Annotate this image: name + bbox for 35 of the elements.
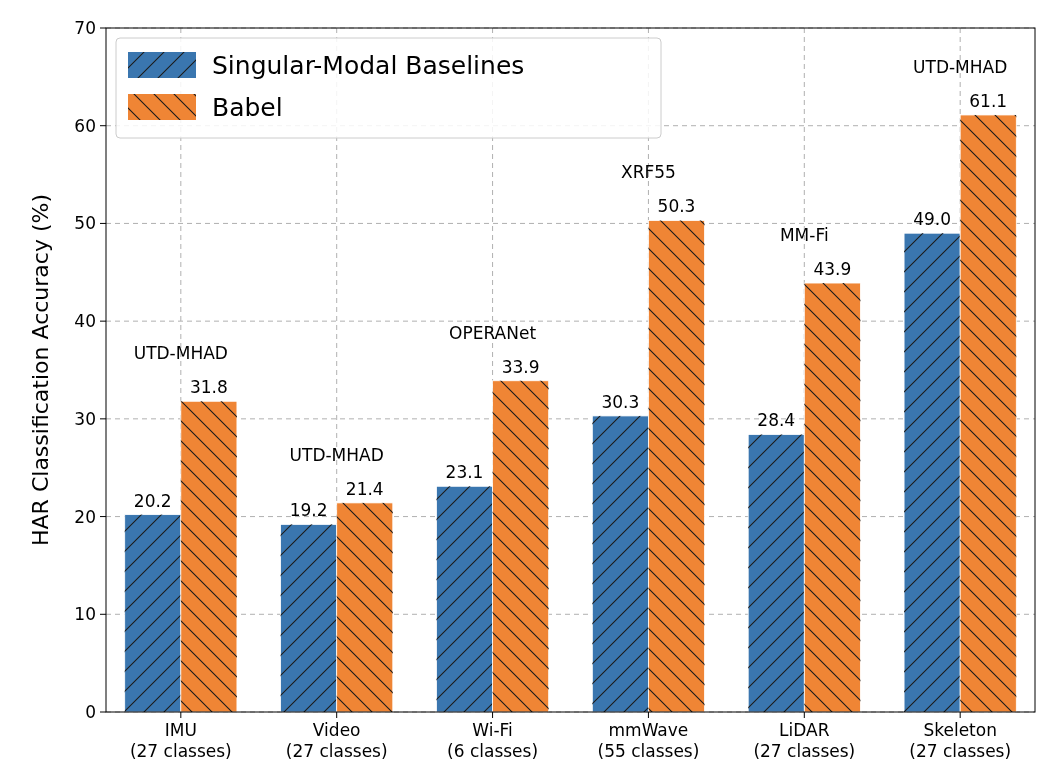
data-label: 23.1 (445, 462, 484, 483)
y-tick-label: 70 (74, 17, 96, 38)
y-tick-label: 40 (74, 311, 96, 332)
x-tick-label: Wi-Fi (6 classes) (447, 720, 539, 761)
y-tick-label: 10 (74, 604, 96, 625)
data-label: 30.3 (601, 391, 640, 412)
legend-label: Babel (212, 92, 283, 122)
y-tick-label: 30 (74, 408, 96, 429)
annotation: MM-Fi (779, 225, 829, 246)
x-tick-label: Skeleton (27 classes) (909, 720, 1012, 761)
x-tick-label: IMU (27 classes) (129, 720, 232, 761)
annotation: UTD-MHAD (289, 444, 384, 465)
data-label: 31.8 (189, 377, 228, 398)
annotation: OPERANet (449, 322, 537, 343)
y-tick-label: 60 (74, 115, 96, 136)
data-label: 61.1 (969, 90, 1008, 111)
x-tick-label: LiDAR (27 classes) (753, 720, 856, 761)
data-label: 28.4 (757, 410, 796, 431)
x-tick-label: Video (27 classes) (285, 720, 388, 761)
y-tick-label: 0 (85, 701, 96, 722)
data-label: 20.2 (133, 490, 172, 511)
data-label: 50.3 (657, 196, 696, 217)
x-tick-label: mmWave (55 classes) (597, 720, 700, 761)
data-label: 21.4 (345, 478, 384, 499)
y-tick-label: 20 (74, 506, 96, 527)
data-label: 19.2 (289, 500, 328, 521)
data-label: 33.9 (501, 356, 540, 377)
y-axis-title: HAR Classification Accuracy (%) (28, 194, 53, 546)
annotation: XRF55 (621, 162, 676, 183)
y-tick-label: 50 (74, 213, 96, 234)
data-label: 49.0 (913, 209, 952, 230)
data-label: 43.9 (813, 259, 852, 280)
legend-label: Singular-Modal Baselines (212, 50, 525, 80)
annotation: UTD-MHAD (913, 56, 1008, 77)
annotation: UTD-MHAD (133, 343, 228, 364)
